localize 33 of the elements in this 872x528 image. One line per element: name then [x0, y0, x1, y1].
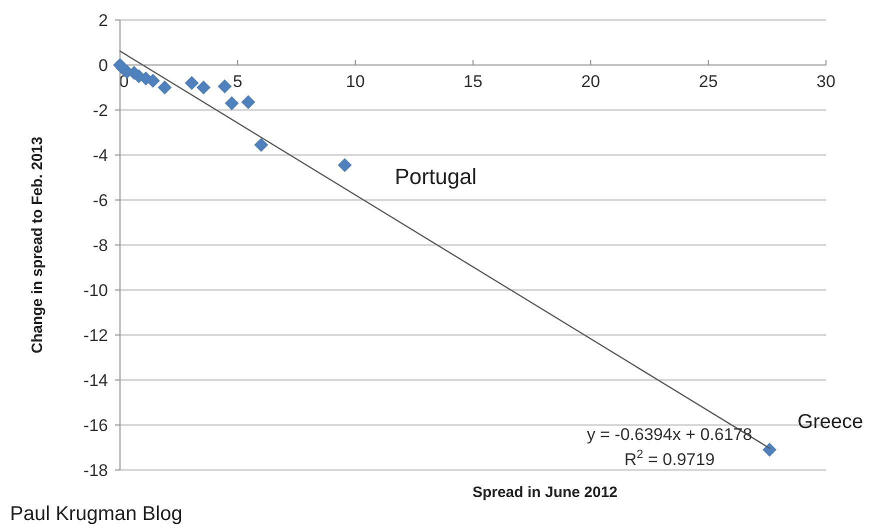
y-tick-label: -12: [83, 326, 108, 345]
x-tick-label: 20: [581, 72, 600, 91]
y-tick-label: -8: [92, 236, 108, 255]
y-tick-label: -16: [83, 416, 108, 435]
y-tick-label: 2: [98, 10, 108, 30]
point: [241, 95, 256, 110]
point: [762, 442, 777, 457]
x-tick-label: 5: [232, 72, 242, 91]
annotation: Greece: [798, 410, 864, 433]
annotation: y = -0.6394x + 0.6178: [586, 425, 752, 444]
point: [184, 76, 199, 90]
point: [338, 158, 352, 172]
point: [196, 80, 211, 94]
text: Paul Krugman Blog: [10, 503, 182, 525]
x-tick-label: 10: [346, 72, 365, 91]
x-axis-title: Spread in June 2012: [472, 484, 618, 501]
y-tick-label: -14: [83, 370, 108, 390]
y-tick-label: -6: [92, 190, 108, 210]
point: [224, 96, 239, 110]
y-axis-title: Change in spread to Feb. 2013: [29, 136, 46, 354]
y-tick-label: -2: [92, 100, 108, 120]
y-tick-label: 0: [98, 56, 108, 75]
x-tick-label: 15: [464, 72, 482, 91]
point: [158, 80, 172, 94]
annotation: Portugal: [394, 164, 477, 190]
y-tick-label: -10: [83, 280, 108, 300]
point: [254, 138, 268, 152]
x-tick-label: 25: [698, 72, 718, 91]
y-tick-label: -18: [83, 460, 108, 480]
x-tick-label: 30: [816, 72, 836, 91]
y-tick-label: -4: [92, 146, 108, 165]
annotation: R$^{2}$ = 0.9719: [624, 447, 715, 470]
point: [218, 79, 232, 94]
